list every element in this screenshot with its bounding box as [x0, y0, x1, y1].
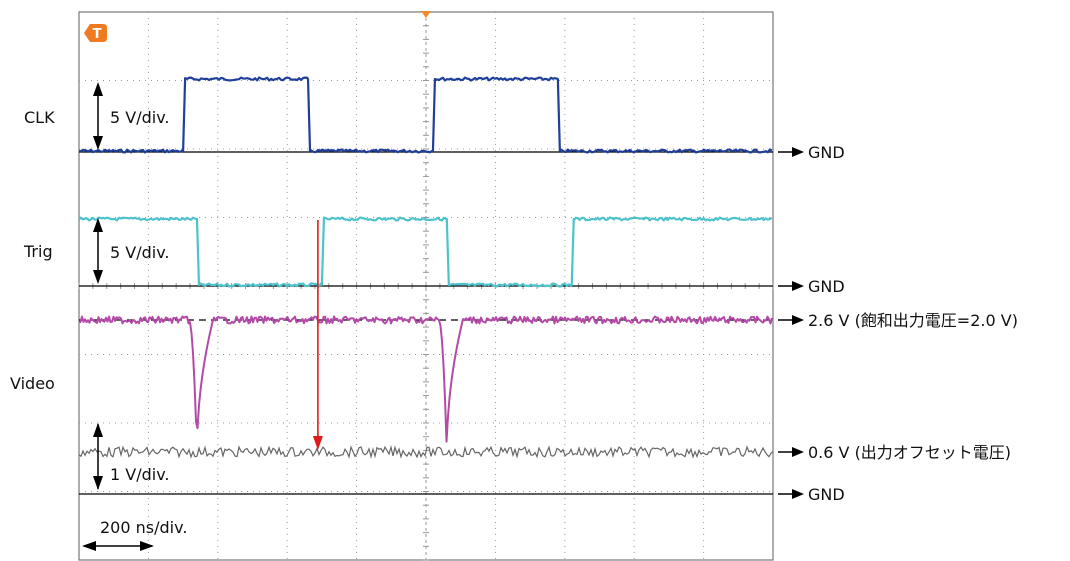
- trig-waveform: [78, 216, 773, 288]
- clk-scale-arrow: [93, 82, 103, 150]
- timebase-arrow: [82, 541, 154, 551]
- video-high-level-label: 2.6 V (飽和出力電圧=2.0 V): [808, 311, 1018, 330]
- trigger-timing-arrowhead: [312, 436, 323, 450]
- clk-waveform: [78, 76, 773, 154]
- trigger-icon: T: [84, 24, 107, 42]
- video-gnd-label: GND: [808, 485, 845, 504]
- channel-label-trig: Trig: [23, 242, 53, 261]
- video-scale-arrow: [93, 423, 103, 490]
- video-low-level-label: 0.6 V (出力オフセット電圧): [808, 443, 1011, 462]
- video-offset-waveform: [78, 444, 774, 459]
- waveforms: [78, 76, 774, 495]
- trig-gnd-label: GND: [808, 277, 845, 296]
- svg-text:T: T: [93, 27, 102, 42]
- channel-label-video: Video: [10, 374, 55, 393]
- trig-scale-label: 5 V/div.: [110, 243, 170, 262]
- timebase-label: 200 ns/div.: [100, 518, 187, 537]
- right-markers: [778, 147, 804, 499]
- trigger-position-marker: [421, 11, 431, 18]
- clk-gnd-label: GND: [808, 143, 845, 162]
- clk-scale-label: 5 V/div.: [110, 108, 170, 127]
- trig-scale-arrow: [93, 218, 103, 284]
- video-saturation-waveform: [78, 315, 773, 443]
- channel-label-clk: CLK: [24, 108, 55, 127]
- video-scale-label: 1 V/div.: [110, 465, 170, 484]
- graticule-grid: [78, 11, 774, 561]
